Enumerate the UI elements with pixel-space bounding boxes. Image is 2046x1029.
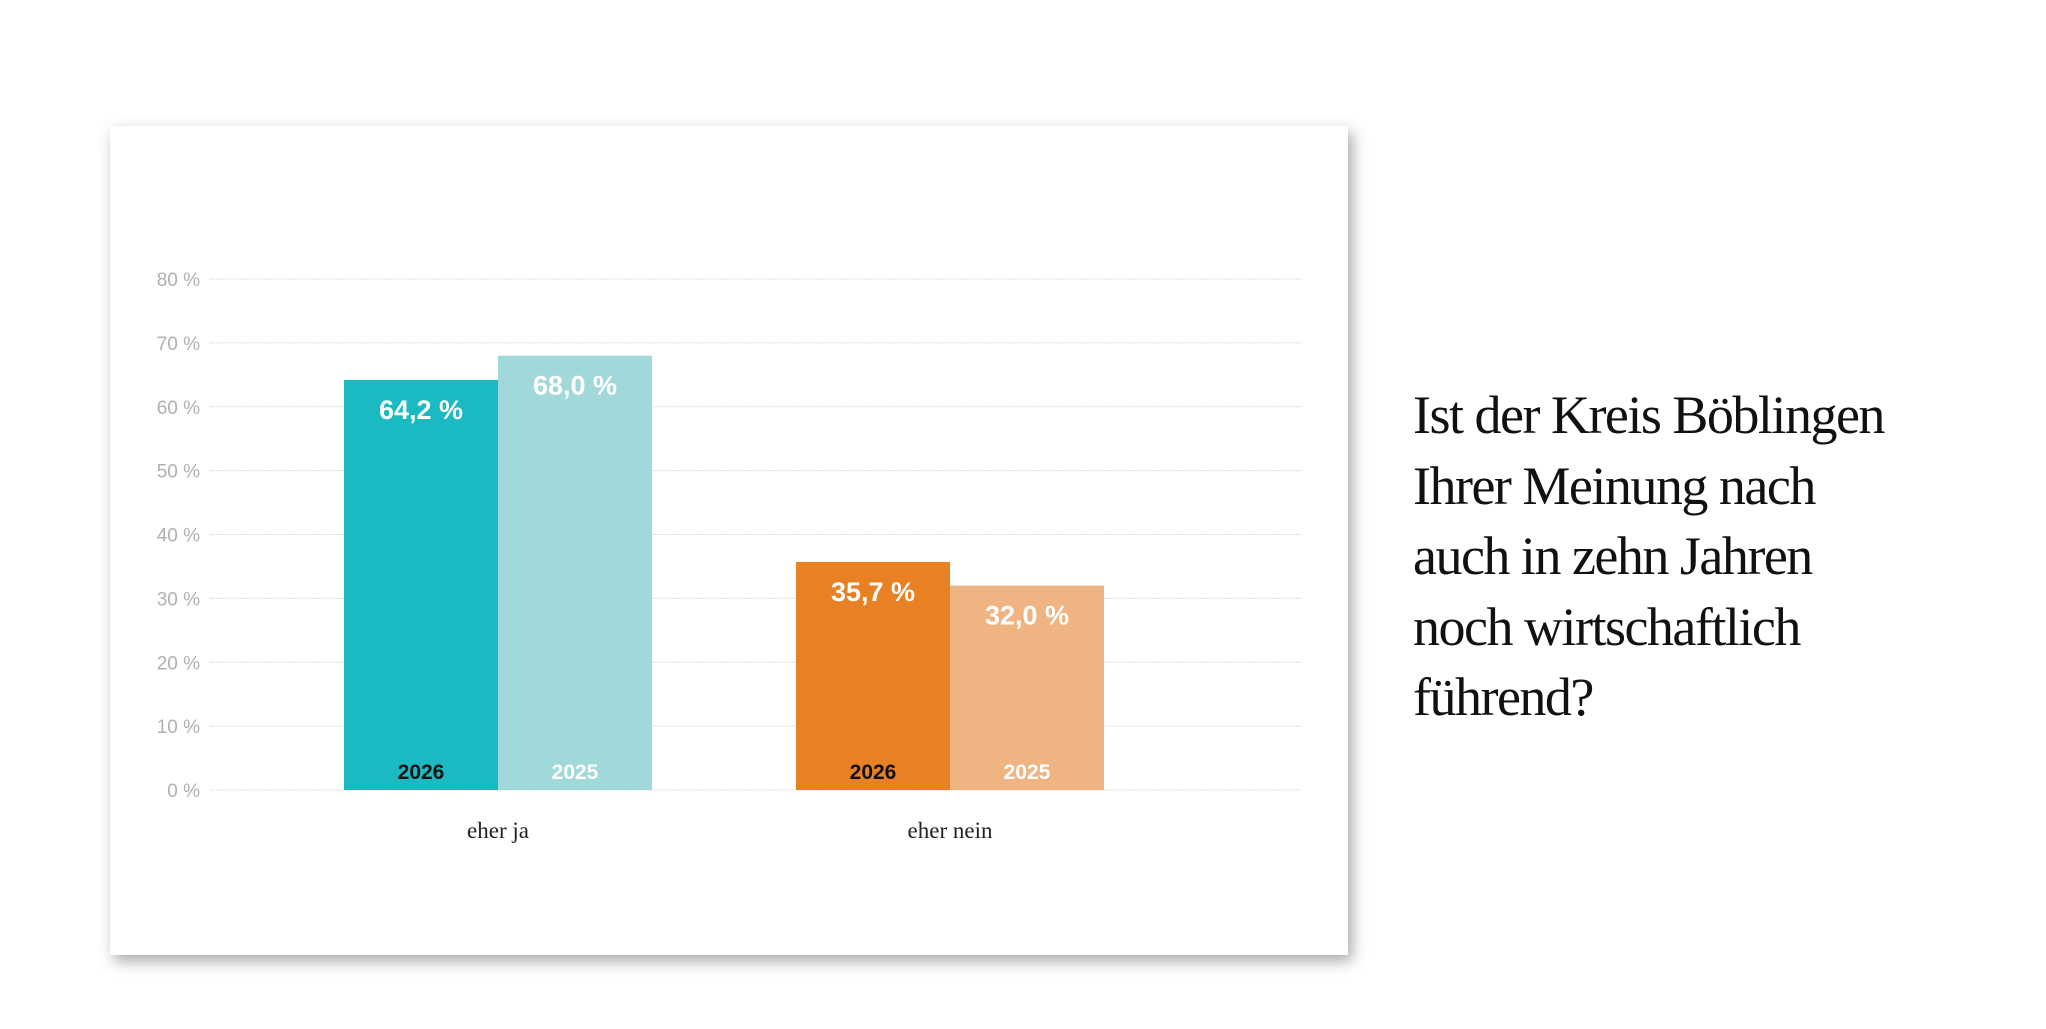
series-year-label: 2025 [552, 761, 599, 784]
title-line: auch in zehn Jahren [1413, 526, 1813, 586]
title-line: noch wirtschaftlich [1413, 596, 1801, 657]
bar-eher-ja-2025 [498, 355, 652, 790]
y-tick-label: 80 % [157, 270, 200, 291]
data-label: 68,0 % [533, 371, 617, 401]
y-tick-label: 0 % [167, 781, 200, 802]
data-label: 35,7 % [831, 577, 915, 607]
y-tick-label: 10 % [157, 717, 200, 738]
bar-eher-ja-2026 [344, 379, 498, 790]
series-year-label: 2026 [398, 761, 445, 784]
x-category-label: eher ja [467, 818, 529, 843]
y-tick-label: 20 % [157, 653, 200, 674]
y-tick-label: 70 % [157, 334, 200, 355]
series-year-label: 2026 [850, 761, 897, 784]
chart-card [110, 126, 1348, 955]
data-label: 64,2 % [379, 395, 463, 425]
title-line: führend? [1413, 667, 1594, 727]
y-tick-label: 30 % [157, 589, 200, 610]
bar-eher-nein-2025 [950, 585, 1104, 790]
bar-eher-nein-2026 [796, 561, 950, 790]
y-tick-label: 60 % [157, 398, 200, 419]
y-tick-label: 40 % [157, 526, 200, 547]
series-year-label: 2025 [1004, 761, 1051, 784]
chart-title: Ist der Kreis Böblingen Ihrer Meinung na… [1413, 380, 2033, 733]
title-line: Ihrer Meinung nach [1413, 455, 1816, 516]
data-label: 32,0 % [985, 601, 1069, 631]
x-category-label: eher nein [908, 818, 993, 843]
title-line: Ist der Kreis Böblingen [1413, 385, 1885, 445]
y-tick-label: 50 % [157, 462, 200, 483]
